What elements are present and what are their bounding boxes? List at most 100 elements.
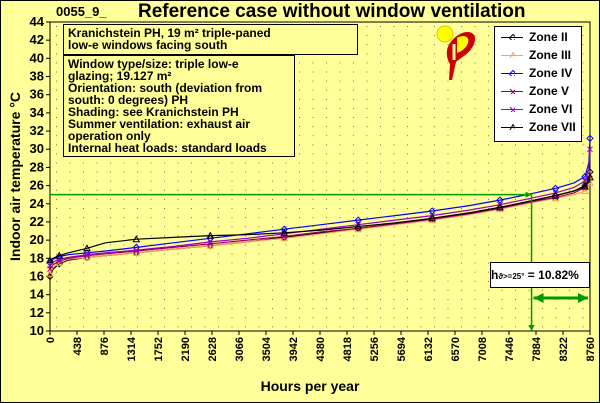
grid-dot (272, 171, 273, 173)
grid-dot (96, 162, 98, 164)
grid-dot (569, 235, 570, 237)
point-marker (46, 269, 54, 277)
grid-dot (380, 126, 381, 128)
grid-dot (353, 326, 354, 328)
grid-dot (258, 253, 260, 255)
grid-dot (285, 217, 287, 219)
grid-dot (69, 180, 71, 182)
grid-dot (434, 126, 435, 128)
grid-dot (110, 244, 111, 246)
grid-dot (461, 326, 462, 328)
grid-dot (150, 162, 152, 164)
grid-dot (191, 208, 192, 209)
grid-dot (582, 226, 584, 228)
grid-dot (420, 217, 422, 219)
grid-dot (420, 235, 422, 237)
legend-label: Zone VI (529, 102, 573, 116)
grid-dot (420, 153, 422, 155)
grid-dot (339, 62, 341, 64)
grid-dot (515, 208, 516, 209)
y-tick-label: 42 (30, 32, 44, 47)
grid-dot (353, 107, 354, 109)
grid-dot (177, 235, 179, 237)
grid-dot (245, 289, 246, 291)
grid-dot (366, 271, 368, 273)
grid-dot (312, 226, 314, 228)
frequency-span-left-arrow (533, 293, 544, 303)
grid-dot (339, 235, 341, 237)
grid-dot (380, 253, 381, 255)
grid-dot (407, 189, 408, 191)
legend-marker-icon (509, 70, 515, 76)
grid-dot (461, 126, 462, 128)
grid-dot (299, 271, 300, 273)
legend-label: Zone V (529, 84, 570, 98)
grid-dot (56, 126, 57, 128)
grid-dot (569, 253, 570, 255)
grid-dot (204, 326, 206, 328)
grid-dot (366, 35, 368, 37)
grid-dot (407, 107, 408, 109)
grid-dot (56, 308, 57, 310)
legend-label: Zone II (529, 30, 568, 44)
grid-dot (69, 317, 71, 319)
grid-dot (339, 262, 341, 264)
grid-dot (191, 299, 192, 300)
grid-dot (137, 280, 138, 282)
grid-dot (461, 135, 462, 137)
grid-dot (366, 180, 368, 182)
series-zone-vi (47, 146, 593, 269)
grid-dot (110, 253, 111, 255)
grid-dot (137, 162, 138, 164)
overheating-frequency-label: hϑ>=25° = 10.82% (490, 262, 590, 288)
grid-dot (56, 317, 57, 319)
grid-dot (434, 35, 435, 37)
grid-dot (56, 80, 57, 82)
x-tick-label: 5256 (369, 337, 381, 361)
grid-dot (83, 289, 84, 291)
grid-dot (407, 89, 408, 91)
legend-item: Zone V (499, 84, 583, 100)
grid-dot (204, 280, 206, 282)
grid-dot (515, 299, 516, 300)
grid-dot (582, 153, 584, 155)
legend-marker-icon (509, 106, 515, 112)
grid-dot (393, 117, 395, 118)
grid-dot (353, 153, 354, 155)
grid-dot (407, 226, 408, 228)
grid-dot (488, 208, 489, 209)
grid-dot (339, 117, 341, 118)
grid-dot (407, 53, 408, 55)
grid-dot (56, 171, 57, 173)
point-marker (56, 256, 63, 263)
grid-dot (285, 289, 287, 291)
grid-dot (110, 226, 111, 228)
grid-dot (83, 235, 84, 237)
x-tick-label: 1314 (126, 336, 138, 361)
grid-dot (461, 235, 462, 237)
grid-dot (245, 280, 246, 282)
grid-dot (191, 198, 192, 200)
grid-dot (56, 62, 57, 64)
y-tick-label: 22 (30, 214, 44, 229)
grid-dot (231, 317, 233, 319)
grid-dot (326, 244, 327, 246)
grid-dot (528, 235, 530, 237)
grid-dot (366, 144, 368, 146)
grid-dot (474, 107, 476, 109)
legend-item: Zone III (499, 48, 583, 64)
grid-dot (501, 289, 503, 291)
grid-dot (110, 317, 111, 319)
grid-dot (582, 71, 584, 73)
grid-dot (123, 289, 125, 291)
grid-dot (461, 71, 462, 73)
grid-dot (582, 53, 584, 55)
grid-dot (515, 226, 516, 228)
grid-dot (407, 308, 408, 310)
grid-dot (407, 262, 408, 264)
grid-dot (488, 98, 489, 100)
legend-swatch-line (501, 127, 523, 128)
grid-dot (204, 299, 206, 300)
grid-dot (542, 308, 543, 310)
grid-dot (488, 62, 489, 64)
